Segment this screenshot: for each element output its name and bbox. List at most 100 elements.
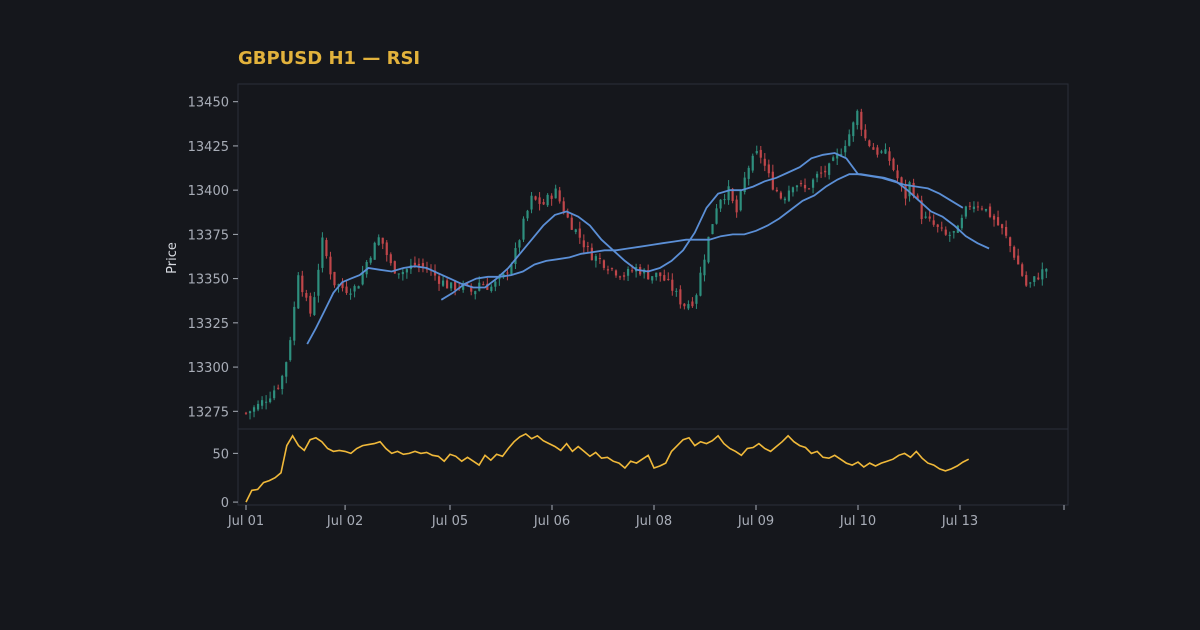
candle-body: [582, 240, 585, 248]
candle-body: [269, 398, 272, 403]
candle-body: [824, 170, 827, 173]
candle-body: [333, 271, 336, 286]
candle-body: [313, 297, 316, 315]
candle-body: [908, 182, 911, 197]
candle-body: [470, 286, 473, 292]
candle-body: [462, 283, 465, 290]
candle-body: [916, 195, 919, 200]
candle-body: [417, 263, 421, 266]
candle-body: [976, 206, 980, 208]
candle-body: [421, 263, 425, 267]
candle-body: [466, 282, 469, 285]
candle-body: [779, 192, 782, 199]
candle-body: [671, 279, 674, 291]
candle-body: [659, 272, 662, 277]
x-tick-label: Jul 08: [635, 514, 672, 529]
candle-body: [590, 247, 593, 261]
price-axis-label: Price: [165, 242, 180, 274]
candle-body: [972, 206, 976, 209]
candle-body: [445, 280, 449, 289]
candle-body: [904, 184, 907, 199]
candle-body: [441, 280, 445, 286]
candle-body: [719, 199, 722, 209]
candle-body: [775, 189, 778, 192]
candle-body: [285, 362, 288, 377]
candle-body: [357, 286, 360, 289]
ma-line: [306, 152, 964, 345]
candle-body: [948, 234, 951, 236]
candle-body: [920, 200, 923, 220]
rsi-y-axis: 0 50: [212, 447, 238, 511]
candle-body: [325, 240, 328, 257]
candle-body: [602, 260, 606, 268]
candle-body: [1029, 282, 1032, 284]
candle-body: [747, 167, 750, 179]
candle-body: [534, 196, 537, 200]
candle-body: [614, 270, 618, 276]
candle-body: [791, 187, 795, 193]
candle-body: [437, 276, 441, 284]
candle-body: [711, 224, 714, 235]
candle-body: [864, 129, 867, 139]
rsi-line: [245, 432, 970, 503]
candle-body: [1013, 246, 1016, 258]
candle-body: [699, 272, 702, 296]
candle-body: [369, 257, 372, 263]
candle-body: [992, 215, 996, 220]
candle-body: [256, 403, 260, 410]
candle-body: [996, 217, 1000, 226]
x-tick-label: Jul 01: [227, 514, 264, 529]
candle-body: [888, 151, 891, 161]
candle-body: [988, 206, 992, 217]
candle-body: [751, 155, 754, 171]
candle-body: [679, 289, 682, 305]
candle-body: [984, 208, 988, 211]
candle-body: [618, 276, 622, 278]
candle-body: [389, 254, 392, 264]
candle-body: [329, 256, 332, 275]
candle-body: [683, 303, 686, 307]
candle-body: [490, 286, 493, 291]
candle-body: [940, 227, 943, 229]
x-tick-label: Jul 13: [941, 514, 978, 529]
chart-title: GBPUSD H1 — RSI: [238, 48, 421, 69]
candle-body: [852, 122, 855, 137]
candle-body: [361, 271, 364, 285]
moving-average-series: [306, 152, 990, 345]
candle-body: [586, 245, 589, 247]
x-tick-label: Jul 09: [737, 514, 774, 529]
candle-body: [538, 197, 541, 204]
candle-body: [610, 268, 614, 270]
price-y-axis: 13275 13300 13325 13350 13375 13400 13425 13450: [188, 96, 238, 420]
candle-body: [622, 275, 626, 277]
price-y-tick-label: 13425: [188, 140, 229, 155]
candle-body: [514, 248, 517, 265]
candle-body: [248, 411, 252, 414]
candle-body: [385, 242, 388, 255]
candle-body: [425, 268, 429, 270]
candle-body: [723, 199, 726, 201]
candle-body: [309, 295, 312, 314]
candle-body: [1025, 275, 1028, 286]
candle-body: [936, 224, 939, 227]
candle-body: [828, 163, 831, 175]
candle-body: [578, 228, 581, 238]
candle-body: [574, 229, 577, 232]
candle-body: [1021, 264, 1024, 276]
candle-body: [373, 242, 376, 260]
candle-body: [365, 261, 368, 275]
price-y-tick-label: 13350: [188, 273, 229, 288]
price-y-tick-label: 13275: [188, 405, 229, 420]
candle-body: [924, 216, 927, 218]
x-tick-label: Jul 05: [431, 514, 468, 529]
candle-body: [1017, 255, 1020, 265]
candle-body: [244, 412, 248, 414]
candle-body: [353, 286, 356, 292]
candle-body: [433, 270, 437, 276]
rsi-series: [245, 432, 970, 503]
candle-body: [397, 273, 400, 275]
candle-body: [510, 264, 513, 275]
candle-body: [454, 281, 457, 291]
candle-body: [450, 282, 453, 289]
